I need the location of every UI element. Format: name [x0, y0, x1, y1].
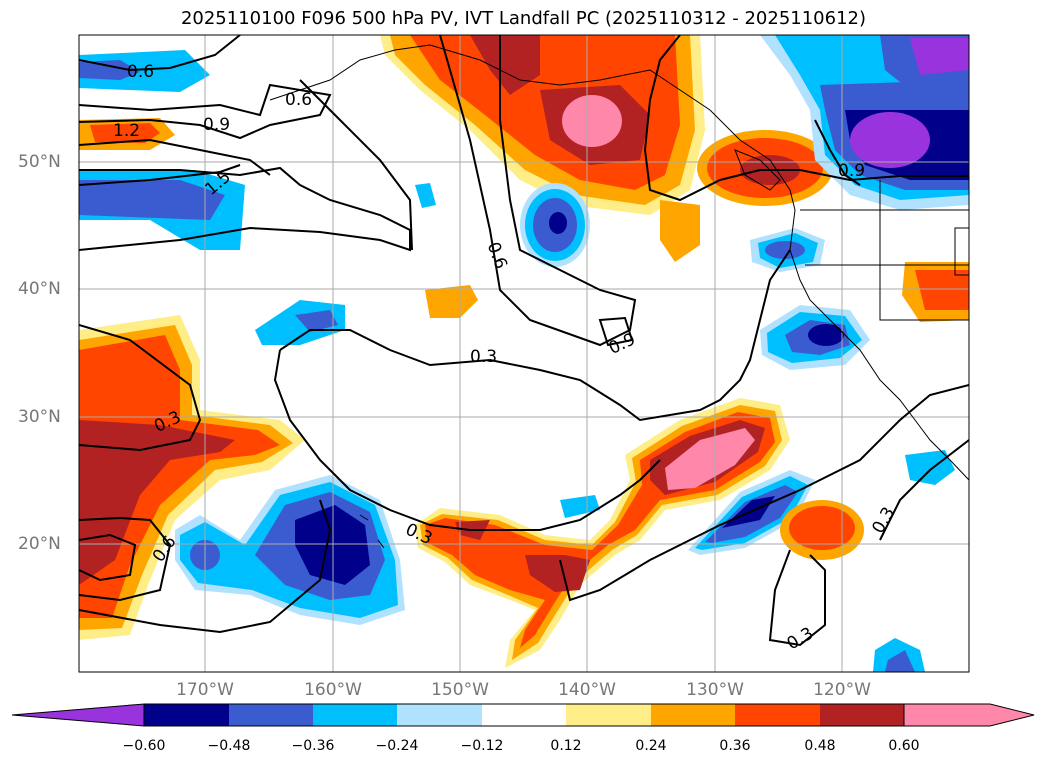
anomaly-east-positives	[780, 262, 969, 560]
colorbar-swatch	[482, 704, 566, 726]
contour-label: 0.3	[784, 624, 817, 655]
contour-label: 0.6	[127, 62, 154, 82]
lat-label: 20°N	[18, 534, 61, 554]
colorbar-swatch	[313, 704, 397, 726]
lon-label: 130°W	[686, 680, 744, 700]
colorbar-tick-label: −0.48	[207, 738, 251, 754]
colorbar-tick-label: 0.48	[804, 738, 836, 754]
colorbar-swatch	[566, 704, 651, 726]
contour-label: 0.9	[838, 161, 865, 181]
lon-label: 150°W	[431, 680, 489, 700]
colorbar	[11, 703, 1035, 727]
lat-label: 30°N	[18, 407, 61, 427]
coastlines	[269, 44, 969, 549]
pv-contours	[79, 35, 969, 647]
lat-label: 50°N	[18, 152, 61, 172]
contour-label: 0.9	[606, 329, 639, 359]
contour-label: 0.6	[285, 90, 312, 110]
colorbar-swatch	[651, 704, 735, 726]
colorbar-tick-label: 0.60	[888, 738, 920, 754]
contour-label: 0.9	[203, 115, 230, 135]
lon-label: 160°W	[304, 680, 362, 700]
colorbar-tick-label: −0.36	[291, 738, 335, 754]
lon-label: 170°W	[176, 680, 234, 700]
colorbar-swatch	[144, 704, 229, 726]
colorbar-extend-low	[11, 703, 145, 727]
colorbar-tick-label: 0.36	[719, 738, 751, 754]
colorbar-tick-label: −0.60	[122, 738, 166, 754]
graticule	[79, 35, 969, 672]
plot-frame	[78, 34, 970, 673]
colorbar-tick-label: 0.24	[635, 738, 667, 754]
lon-label: 120°W	[813, 680, 871, 700]
contour-label: 0.6	[483, 239, 511, 271]
colorbar-swatch	[229, 704, 313, 726]
lon-label: 140°W	[558, 680, 616, 700]
contour-label: 0.3	[470, 347, 497, 367]
colorbar-swatch	[735, 704, 820, 726]
colorbar-tick-label: 0.12	[550, 738, 582, 754]
anomaly-southwest	[175, 475, 405, 625]
colorbar-swatch	[397, 704, 482, 726]
anomaly-top-left	[79, 50, 245, 250]
map-title: 2025110100 F096 500 hPa PV, IVT Landfall…	[180, 8, 867, 29]
anomaly-central-south	[415, 398, 790, 668]
colorbar-extend-high	[903, 703, 1035, 727]
colorbar-tick-label: −0.12	[460, 738, 504, 754]
anomaly-coast-50n	[697, 130, 833, 206]
contour-label: 1.2	[113, 121, 140, 141]
anomaly-central-small	[255, 183, 600, 518]
colorbar-tick-label: −0.24	[375, 738, 419, 754]
colorbar-swatch	[820, 704, 904, 726]
lat-label: 40°N	[18, 279, 61, 299]
